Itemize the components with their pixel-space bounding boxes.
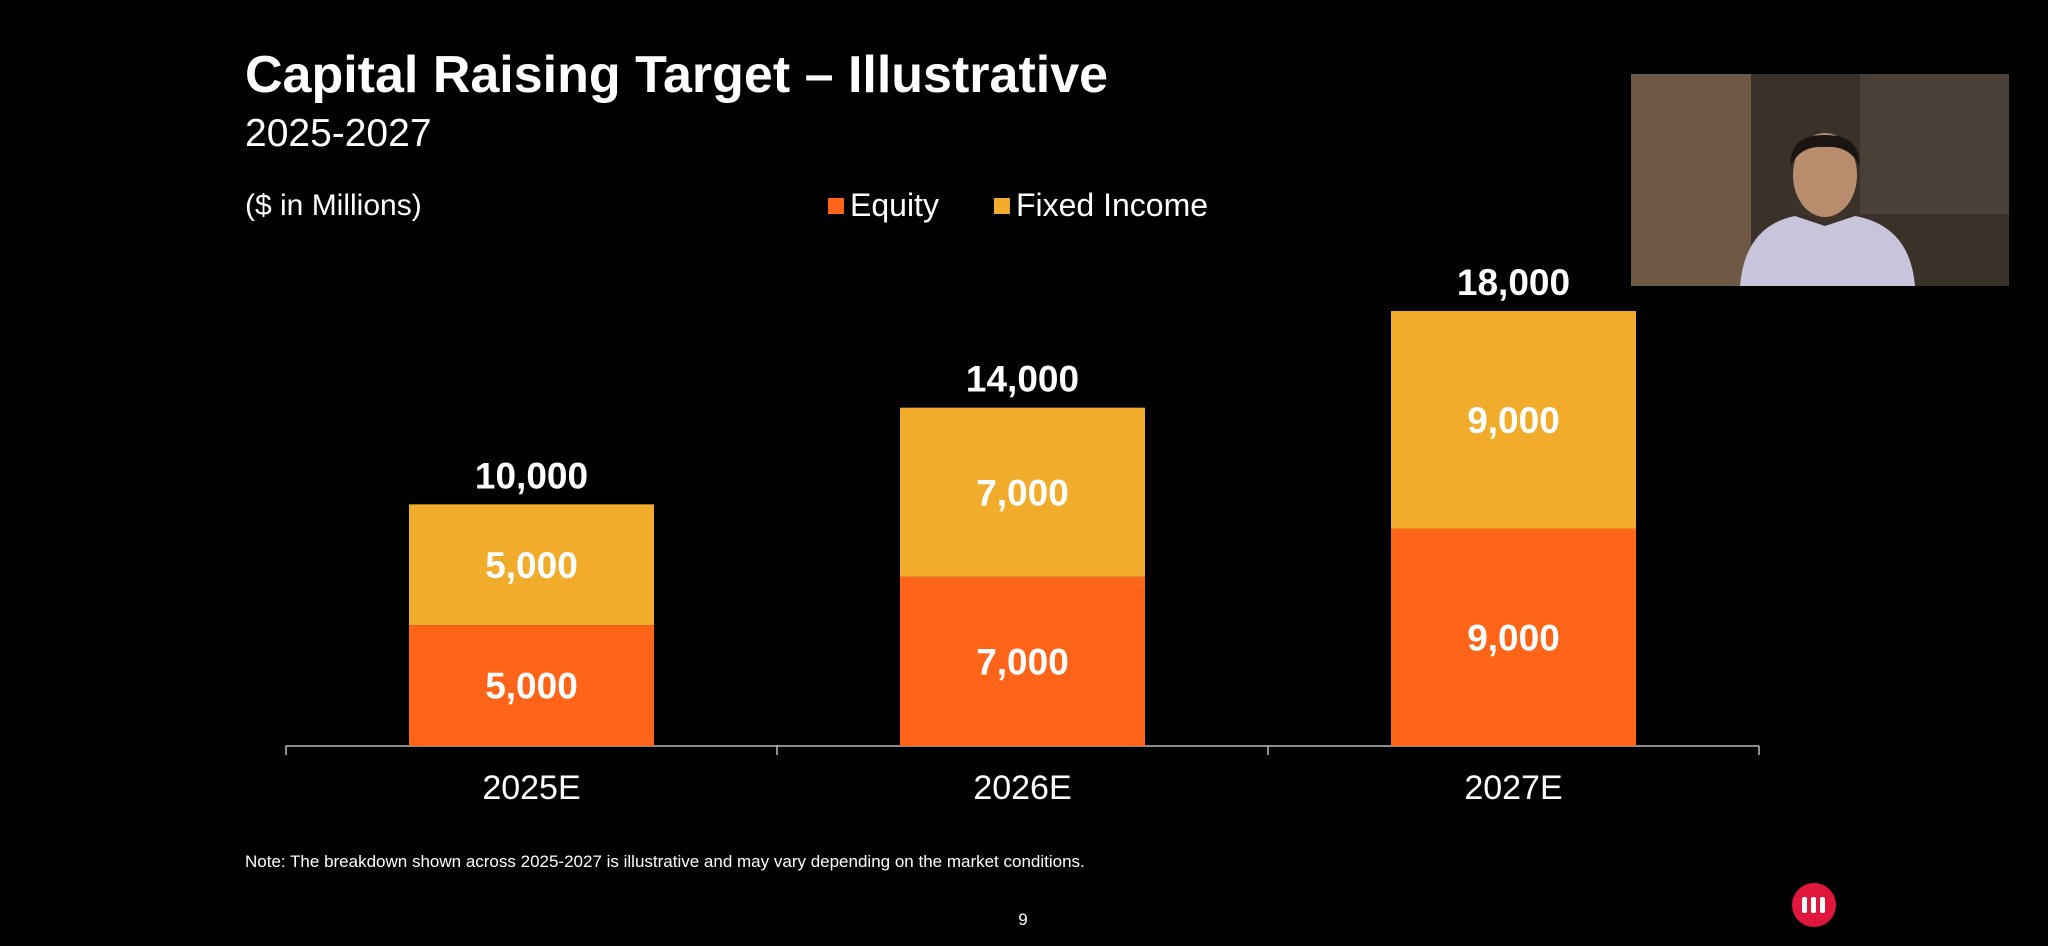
x-tick-label: 2026E: [973, 769, 1071, 807]
bar-segment: [409, 625, 654, 746]
x-tick-label: 2027E: [1464, 769, 1562, 807]
value-label: 9,000: [1467, 400, 1560, 441]
webcam-video: [1631, 74, 2009, 286]
value-label: 5,000: [485, 545, 578, 586]
legend-label: Fixed Income: [1016, 187, 1208, 223]
x-tick-label: 2025E: [482, 769, 580, 807]
chart-title: Capital Raising Target – Illustrative: [245, 46, 1108, 104]
total-label: 14,000: [966, 359, 1079, 400]
bar-segment: [1391, 311, 1636, 529]
legend-swatch: [993, 198, 1010, 214]
logo: [1792, 883, 1836, 927]
page-number: 9: [1018, 910, 1027, 929]
units-label: ($ in Millions): [245, 189, 422, 222]
value-label: 7,000: [976, 472, 1069, 513]
value-label: 5,000: [485, 666, 578, 707]
bar-segment: [409, 504, 654, 626]
total-label: 18,000: [1457, 262, 1570, 303]
footnote: Note: The breakdown shown across 2025-20…: [245, 852, 1085, 871]
legend-label: Equity: [850, 187, 939, 223]
bar-segment: [1391, 528, 1636, 746]
value-label: 7,000: [976, 641, 1069, 682]
value-label: 9,000: [1467, 617, 1560, 658]
total-label: 10,000: [475, 455, 588, 496]
chart-subtitle: 2025-2027: [245, 112, 432, 155]
bar-segment: [900, 407, 1145, 577]
legend-swatch: [828, 198, 844, 214]
bar-segment: [900, 576, 1145, 746]
